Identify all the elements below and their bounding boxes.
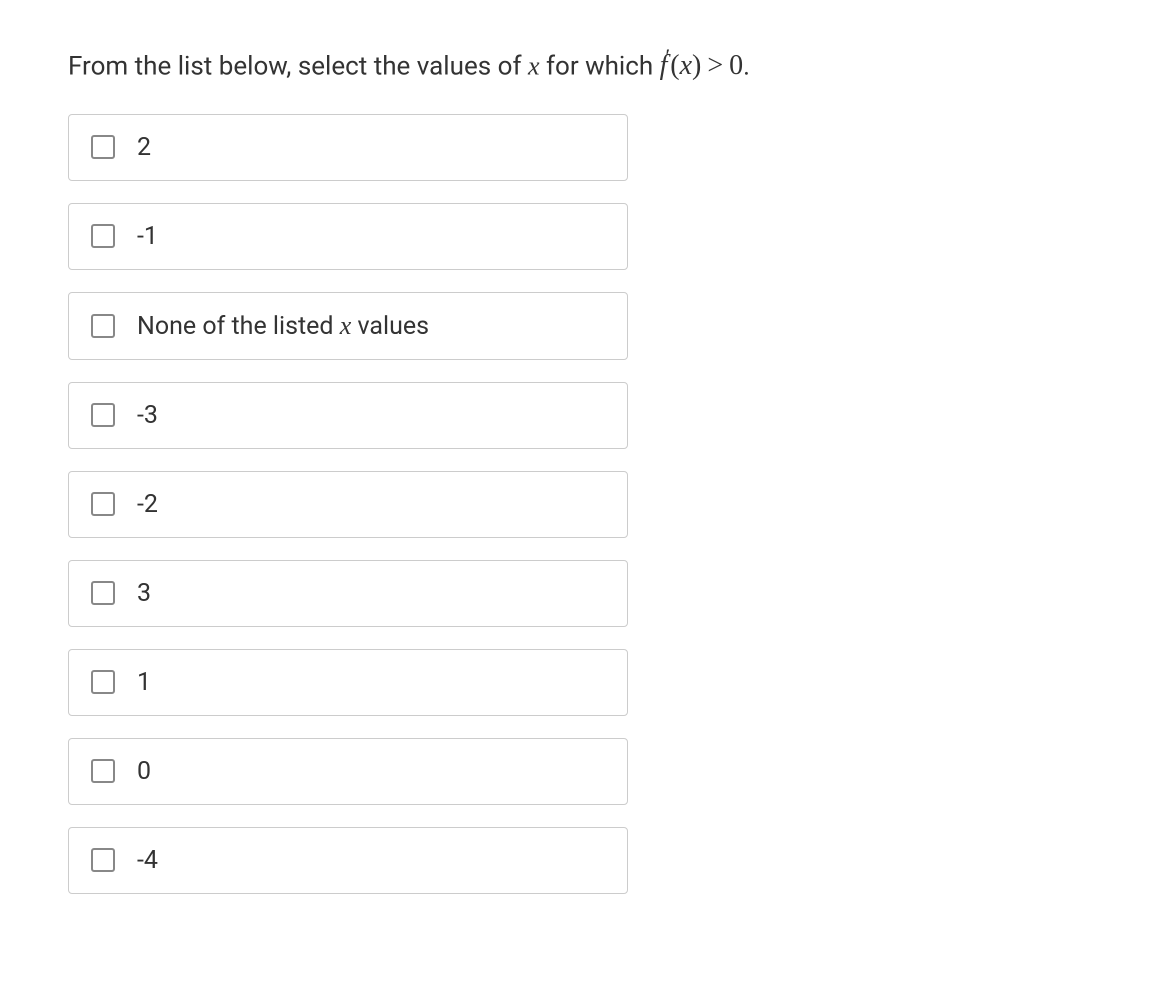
- option-label: -2: [137, 490, 158, 519]
- option-item-4[interactable]: -2: [68, 471, 628, 538]
- option-label-suffix: values: [351, 312, 429, 341]
- checkbox-icon[interactable]: [91, 759, 115, 783]
- question-prefix: From the list below, select the values o…: [68, 51, 528, 81]
- checkbox-icon[interactable]: [91, 670, 115, 694]
- option-label: -1: [137, 222, 158, 251]
- question-prompt: From the list below, select the values o…: [68, 42, 1101, 86]
- checkbox-icon[interactable]: [91, 848, 115, 872]
- option-item-5[interactable]: 3: [68, 560, 628, 627]
- question-var-x: x: [528, 51, 540, 80]
- option-label: 3: [137, 579, 151, 608]
- checkbox-icon[interactable]: [91, 492, 115, 516]
- open-paren: (: [670, 50, 679, 81]
- close-paren: ): [692, 50, 701, 81]
- option-item-3[interactable]: -3: [68, 382, 628, 449]
- checkbox-icon[interactable]: [91, 135, 115, 159]
- option-item-1[interactable]: -1: [68, 203, 628, 270]
- operator: >: [707, 50, 723, 81]
- option-label: 0: [137, 757, 151, 786]
- options-list: 2 -1 None of the listed x values -3 -2 3 1 0 -4: [68, 114, 628, 894]
- option-item-7[interactable]: 0: [68, 738, 628, 805]
- checkbox-icon[interactable]: [91, 581, 115, 605]
- question-math-expression: f′(x)>0: [660, 50, 743, 81]
- option-item-2[interactable]: None of the listed x values: [68, 292, 628, 360]
- func-arg: x: [680, 50, 692, 81]
- option-math-var: x: [340, 311, 352, 340]
- question-suffix: .: [743, 51, 750, 81]
- option-item-8[interactable]: -4: [68, 827, 628, 894]
- checkbox-icon[interactable]: [91, 403, 115, 427]
- option-label: 2: [137, 133, 151, 162]
- option-label: -4: [137, 846, 158, 875]
- option-label: -3: [137, 401, 158, 430]
- checkbox-icon[interactable]: [91, 224, 115, 248]
- option-label-prefix: None of the listed: [137, 312, 340, 341]
- rhs: 0: [729, 50, 743, 81]
- checkbox-icon[interactable]: [91, 314, 115, 338]
- question-middle: for which: [540, 51, 660, 81]
- option-label: None of the listed x values: [137, 311, 429, 341]
- option-item-0[interactable]: 2: [68, 114, 628, 181]
- option-label: 1: [137, 668, 151, 697]
- option-item-6[interactable]: 1: [68, 649, 628, 716]
